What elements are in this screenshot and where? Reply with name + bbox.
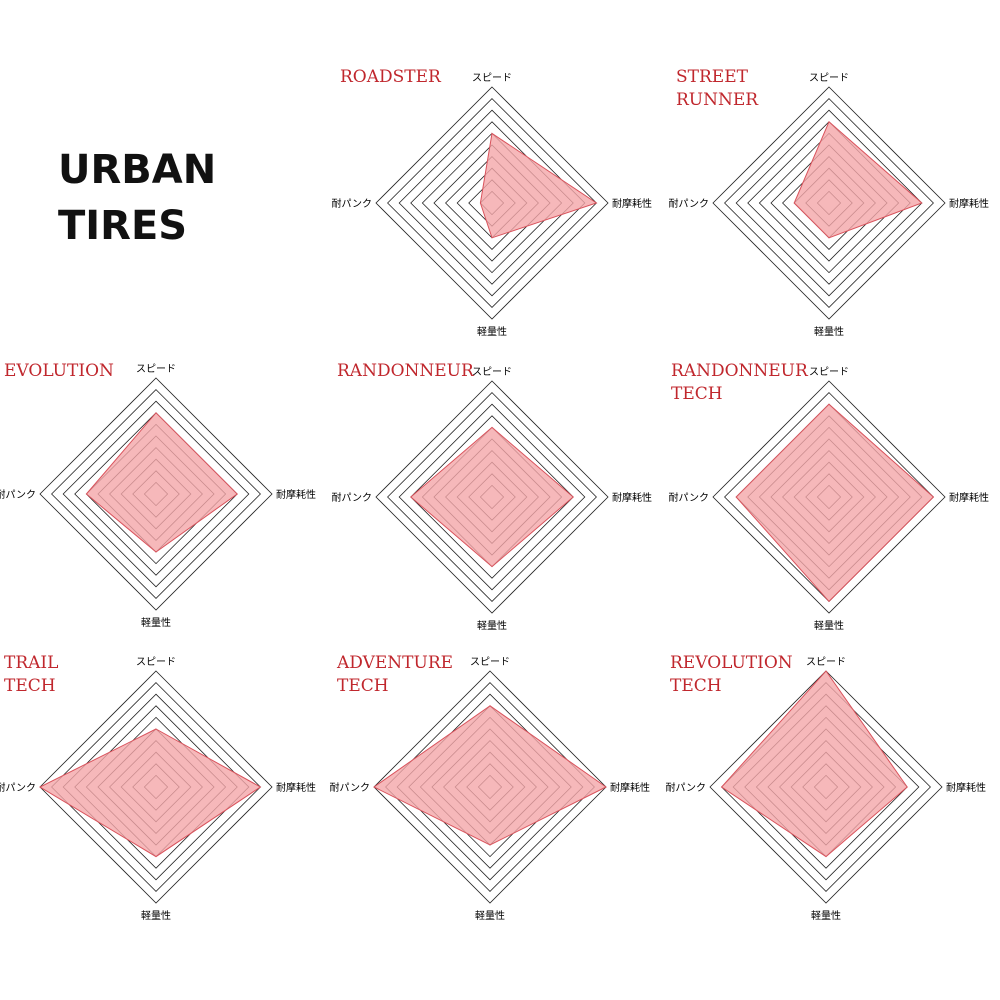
grid-ring [398,109,586,297]
chart-title: REVOLUTION [670,653,793,673]
data-polygon [479,132,598,239]
chart-title: ADVENTURE [336,653,453,673]
grid-ring [387,98,597,308]
chart-title: TECH [337,676,389,696]
grid-ring [39,377,273,611]
grid-ring [709,670,943,904]
grid-ring [410,415,574,579]
axis-label: スピード [472,72,512,84]
axis-label: 耐パンク [332,197,373,210]
chart-title: RANDONNEUR [671,361,809,381]
data-polygon [793,120,923,239]
axis-label: 耐摩耗性 [949,197,989,210]
axis-label: 軽量性 [141,616,171,629]
chart-title: TECH [670,676,722,696]
chart-title: ROADSTER [340,67,442,87]
axis-label: 軽量性 [475,909,505,922]
data-polygon [735,403,935,603]
axis-label: 耐パンク [669,491,710,504]
axis-label: 耐摩耗性 [946,781,986,794]
grid-ring [375,86,609,320]
axis-label: 耐摩耗性 [612,491,652,504]
chart-title: TECH [4,676,56,696]
grid-ring [51,389,261,599]
axis-label: スピード [806,656,846,668]
axis-label: 軽量性 [811,909,841,922]
grid-ring [735,109,923,297]
axis-label: 耐パンク [0,781,36,794]
grid-ring [62,693,250,881]
axis-label: 耐摩耗性 [276,781,316,794]
grid-ring [712,86,946,320]
grid-ring [39,670,273,904]
grid-ring [62,400,250,588]
data-polygon [410,426,574,568]
axis-label: 耐摩耗性 [949,491,989,504]
chart-title: TECH [671,384,723,404]
grid-ring [373,670,607,904]
axis-label: スピード [136,656,176,668]
axis-label: 耐摩耗性 [610,781,650,794]
axis-label: 軽量性 [141,909,171,922]
data-polygon [373,705,607,846]
axis-label: 耐摩耗性 [276,488,316,501]
chart-title: TRAIL [4,653,58,673]
data-polygon [720,670,908,858]
grid-ring [398,403,586,591]
axis-label: スピード [136,363,176,375]
axis-label: 耐パンク [666,781,707,794]
axis-label: 耐パンク [330,781,371,794]
axis-label: 軽量性 [814,325,844,338]
grid-ring [385,682,595,892]
data-polygon [38,728,262,858]
axis-label: スピード [809,366,849,378]
axis-label: 耐パンク [0,488,36,501]
grid-ring [375,380,609,614]
axis-label: スピード [470,656,510,668]
chart-title: STREET [676,67,749,87]
axis-label: 耐パンク [332,491,373,504]
chart-title: RUNNER [676,90,759,110]
axis-label: スピード [472,366,512,378]
page-title: URBAN TIRES [58,147,217,249]
axis-label: 軽量性 [814,619,844,632]
axis-label: 耐摩耗性 [612,197,652,210]
axis-label: スピード [809,72,849,84]
data-polygon [85,412,238,553]
grid-ring [387,392,597,602]
grid-ring [724,98,934,308]
axis-label: 軽量性 [477,619,507,632]
chart-title: EVOLUTION [4,361,114,381]
chart-title: RANDONNEUR [337,361,475,381]
axis-label: 耐パンク [669,197,710,210]
grid-ring [51,682,261,892]
axis-label: 軽量性 [477,325,507,338]
grid-ring [712,380,946,614]
